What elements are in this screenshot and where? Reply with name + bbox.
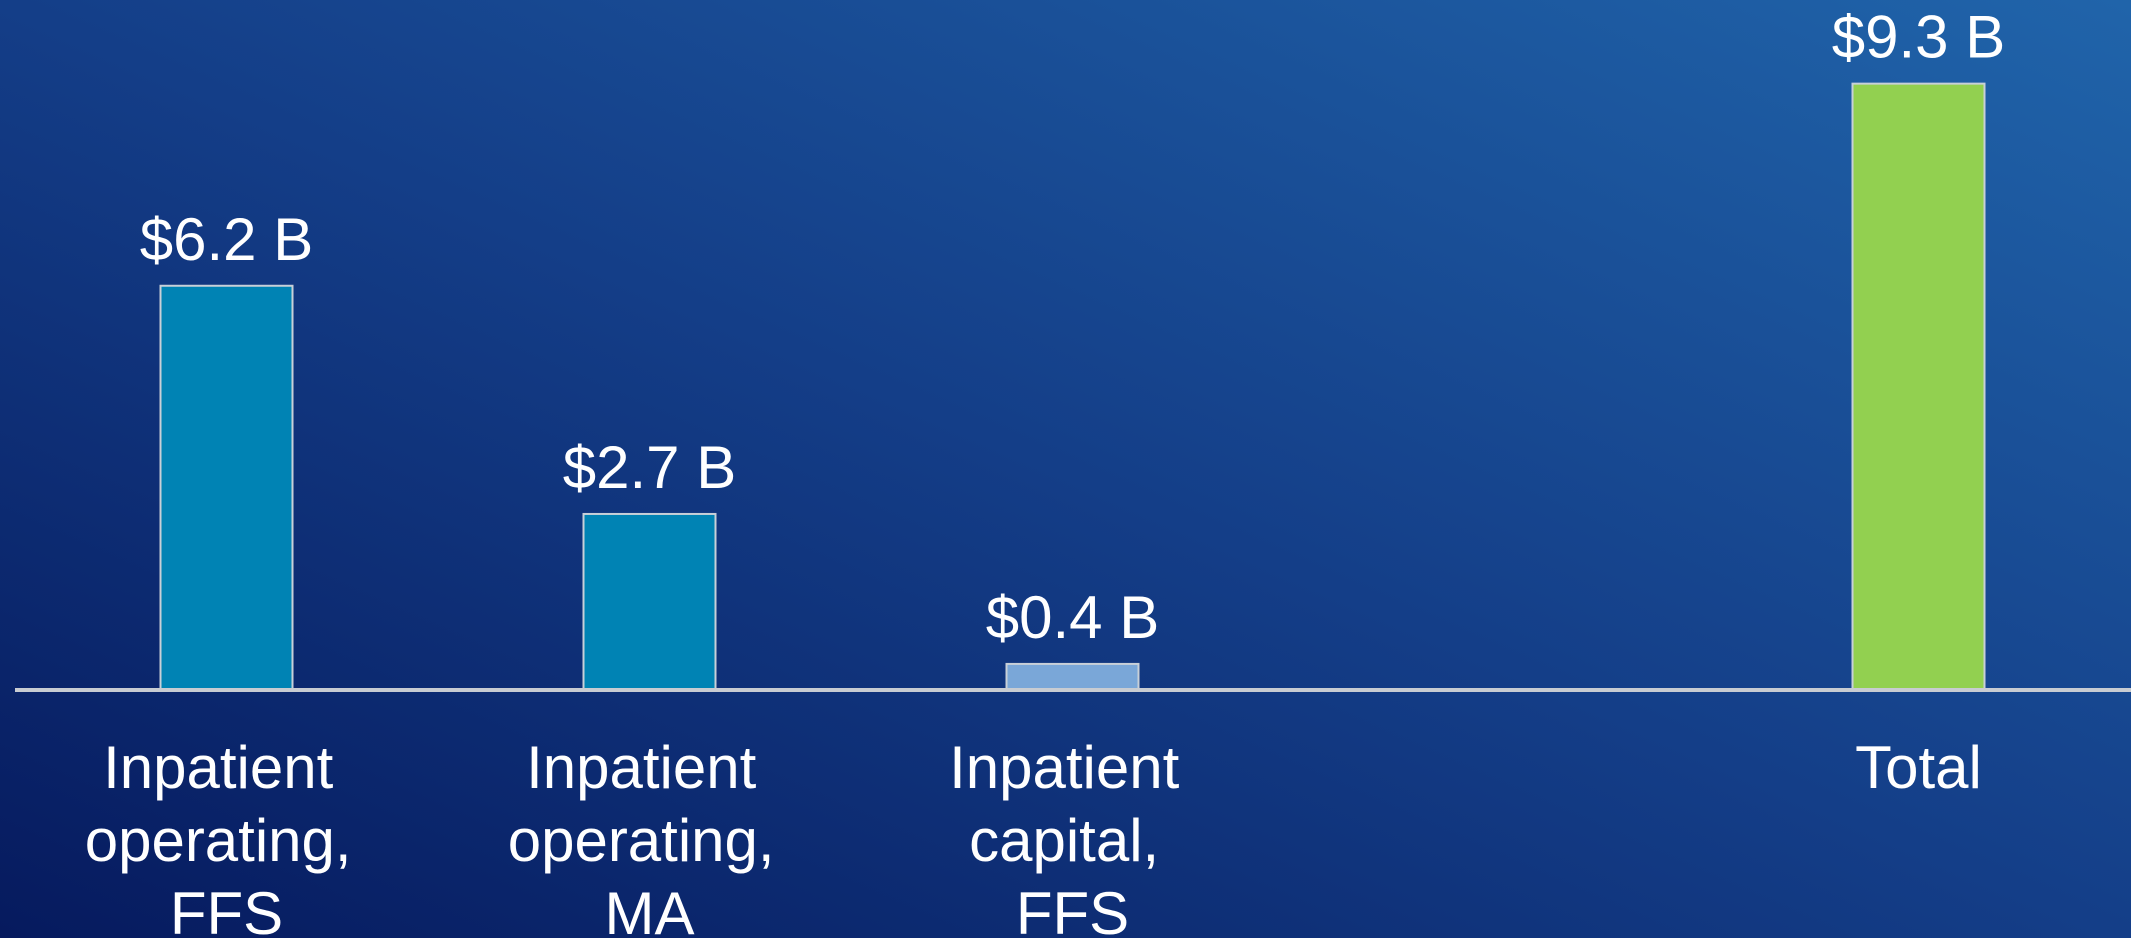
x-tick-label: Inpatient operating, MA: [508, 734, 792, 938]
bar: [1005, 662, 1140, 691]
x-tick-label: Total: [1855, 734, 1982, 801]
x-tick-label: Inpatient capital, FFS: [949, 734, 1196, 938]
bar: [582, 512, 717, 692]
value-label: $9.3 B: [1832, 4, 2005, 71]
value-label: $6.2 B: [140, 206, 313, 273]
bar: [1851, 82, 1986, 691]
value-label: $0.4 B: [986, 584, 1159, 651]
bar: [159, 284, 294, 691]
x-tick-label: Inpatient operating, FFS: [85, 734, 369, 938]
value-label: $2.7 B: [563, 434, 736, 501]
